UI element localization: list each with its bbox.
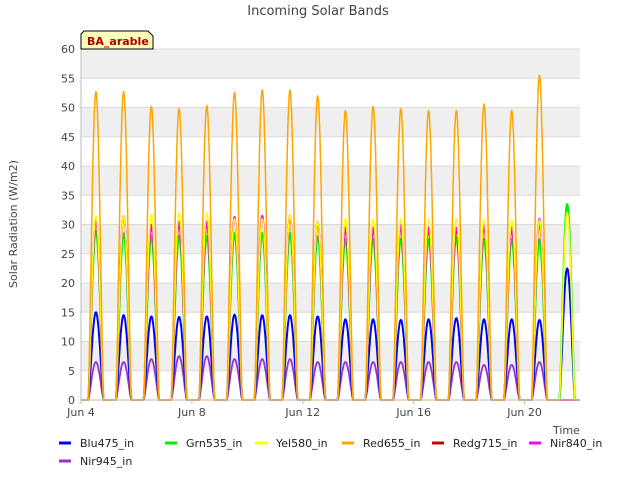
legend-label: Nir945_in xyxy=(80,455,132,468)
plot-band xyxy=(81,49,580,79)
y-tick-label: 55 xyxy=(61,72,75,85)
legend-label: Blu475_in xyxy=(80,437,134,450)
legend: Blu475_in Grn535_in Yel580_in Red655_in Redg… xyxy=(59,437,602,468)
x-axis-label: Time xyxy=(552,424,580,437)
y-tick-label: 35 xyxy=(61,189,75,202)
y-tick-label: 10 xyxy=(61,336,75,349)
site-label: BA_arable xyxy=(87,35,149,48)
y-tick-label: 50 xyxy=(61,102,75,115)
legend-item: Yel580_in xyxy=(255,437,328,450)
y-tick-label: 25 xyxy=(61,248,75,261)
y-tick-label: 20 xyxy=(61,277,75,290)
y-tick-label: 30 xyxy=(61,219,75,232)
site-label-box: BA_arable xyxy=(80,30,154,50)
legend-label: Red655_in xyxy=(363,437,420,450)
legend-item: Grn535_in xyxy=(165,437,242,450)
y-tick-label: 45 xyxy=(61,131,75,144)
x-tick-label: Jun 8 xyxy=(177,406,206,419)
y-tick-label: 0 xyxy=(68,394,75,407)
x-tick-label: Jun 20 xyxy=(506,406,542,419)
axes: 0 5 10 15 20 25 30 35 40 45 50 55 60 Jun 4 Jun 8 Jun 12… xyxy=(61,43,580,419)
y-tick-label: 40 xyxy=(61,160,75,173)
legend-label: Redg715_in xyxy=(453,437,517,450)
y-tick-label: 5 xyxy=(68,365,75,378)
y-tick-label: 15 xyxy=(61,306,75,319)
y-axis-label: Solar Radiation (W/m2) xyxy=(7,160,20,288)
legend-item: Red655_in xyxy=(342,437,420,450)
plot-band xyxy=(81,341,580,371)
legend-item: Nir840_in xyxy=(529,437,602,450)
plot-band xyxy=(81,166,580,196)
legend-item: Nir945_in xyxy=(59,455,132,468)
legend-label: Nir840_in xyxy=(550,437,602,450)
x-tick-label: Jun 16 xyxy=(395,406,431,419)
legend-label: Grn535_in xyxy=(186,437,242,450)
plot-band xyxy=(81,224,580,254)
legend-item: Redg715_in xyxy=(432,437,517,450)
x-tick-label: Jun 12 xyxy=(284,406,320,419)
legend-label: Yel580_in xyxy=(275,437,328,450)
plot-band xyxy=(81,107,580,137)
chart-title: Incoming Solar Bands xyxy=(247,4,389,19)
y-tick-label: 60 xyxy=(61,43,75,56)
plot-band xyxy=(81,283,580,313)
legend-item: Blu475_in xyxy=(59,437,134,450)
x-tick-label: Jun 4 xyxy=(66,406,95,419)
